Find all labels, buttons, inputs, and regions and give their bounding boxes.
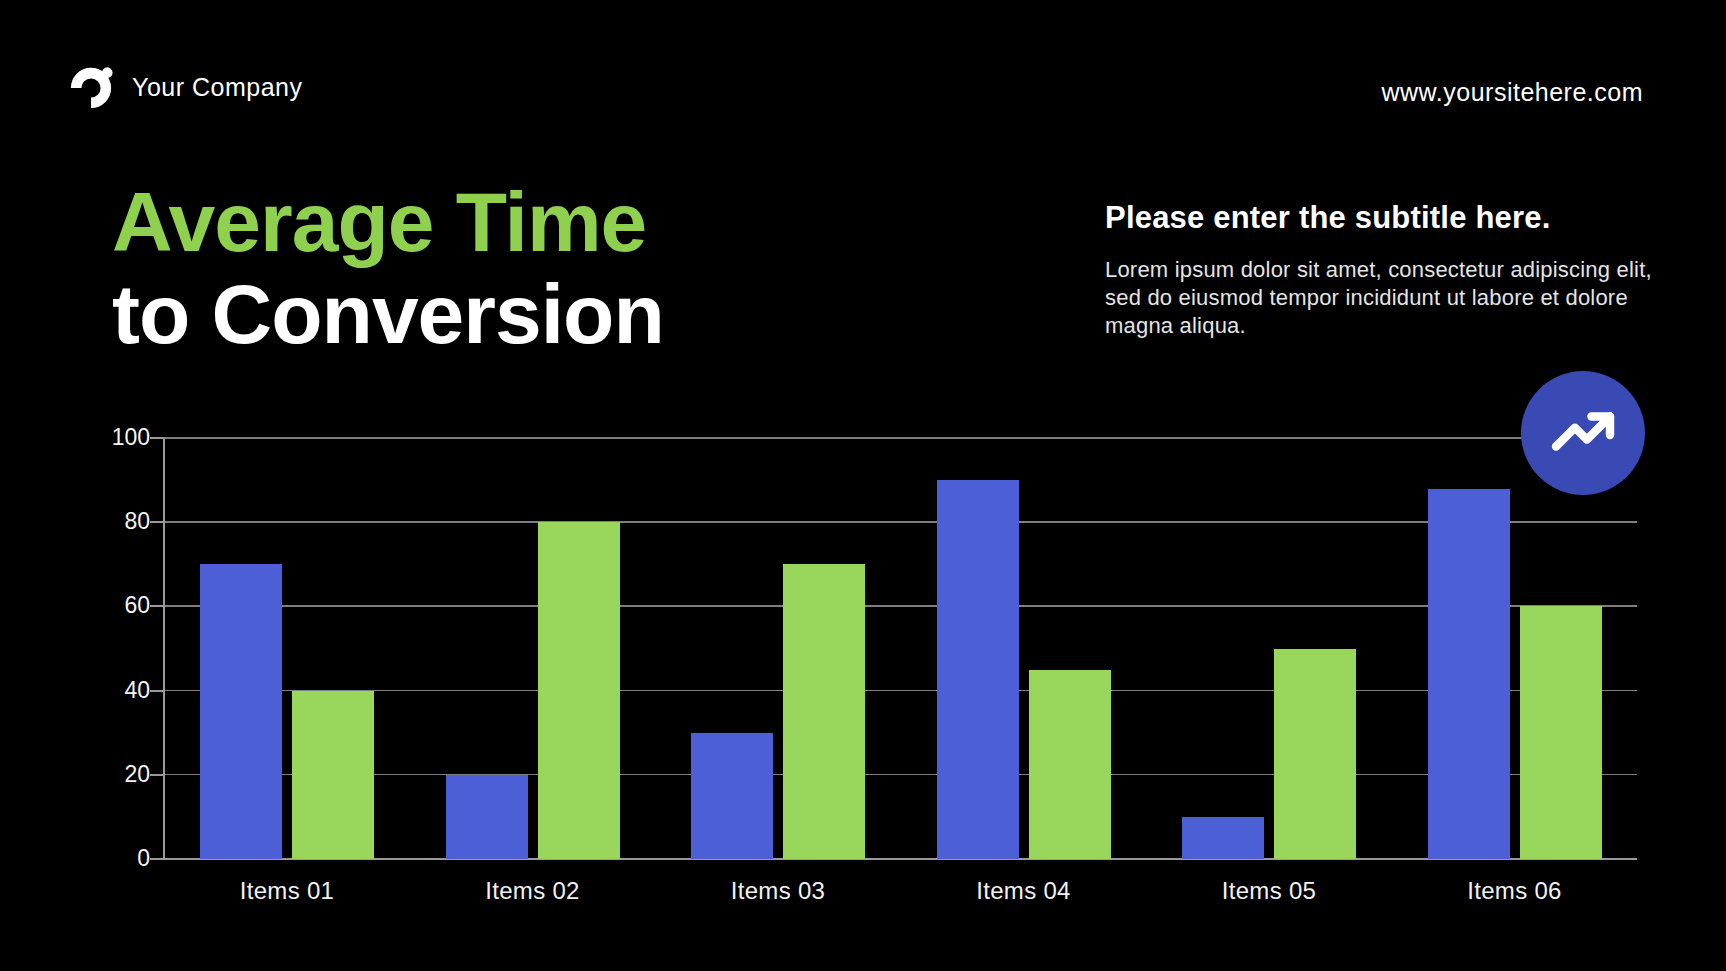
gridline-100 [164,437,1637,439]
bar-series-blue-items-02 [446,775,528,859]
y-axis-label-100: 100 [40,424,150,451]
bar-series-blue-items-06 [1428,489,1510,859]
y-tick-20 [150,774,164,776]
gridline-40 [164,690,1637,692]
y-tick-0 [150,858,164,860]
bar-series-blue-items-05 [1182,817,1264,859]
x-axis-label-5: Items 05 [1159,877,1379,905]
slide: Your Company www.yoursitehere.com Averag… [0,0,1726,971]
x-axis-label-6: Items 06 [1405,877,1625,905]
bar-chart: 0 20 40 60 80 100 Items 01 Items 02 Items 03 Item… [0,0,1726,971]
y-axis-label-0: 0 [40,845,150,872]
bar-series-blue-items-03 [691,733,773,859]
x-axis-label-1: Items 01 [177,877,397,905]
bar-series-green-items-02 [538,522,620,859]
gridline-60 [164,605,1637,607]
x-axis-line [164,858,1637,860]
bar-series-blue-items-01 [200,564,282,859]
y-tick-60 [150,605,164,607]
bar-series-green-items-03 [783,564,865,859]
y-tick-40 [150,690,164,692]
y-tick-100 [150,437,164,439]
bar-series-green-items-06 [1520,606,1602,859]
y-axis-label-20: 20 [40,761,150,788]
bar-series-green-items-01 [292,691,374,859]
y-axis-line [163,438,165,860]
bar-series-green-items-04 [1029,670,1111,859]
gridline-80 [164,521,1637,523]
bar-series-blue-items-04 [937,480,1019,859]
bar-series-green-items-05 [1274,649,1356,860]
x-axis-label-4: Items 04 [914,877,1134,905]
y-axis-label-80: 80 [40,508,150,535]
y-axis-label-40: 40 [40,677,150,704]
trending-up-icon [1547,397,1619,469]
y-tick-80 [150,521,164,523]
y-axis-label-60: 60 [40,592,150,619]
x-axis-label-2: Items 02 [423,877,643,905]
trending-up-badge [1521,371,1645,495]
gridline-20 [164,774,1637,776]
x-axis-label-3: Items 03 [668,877,888,905]
